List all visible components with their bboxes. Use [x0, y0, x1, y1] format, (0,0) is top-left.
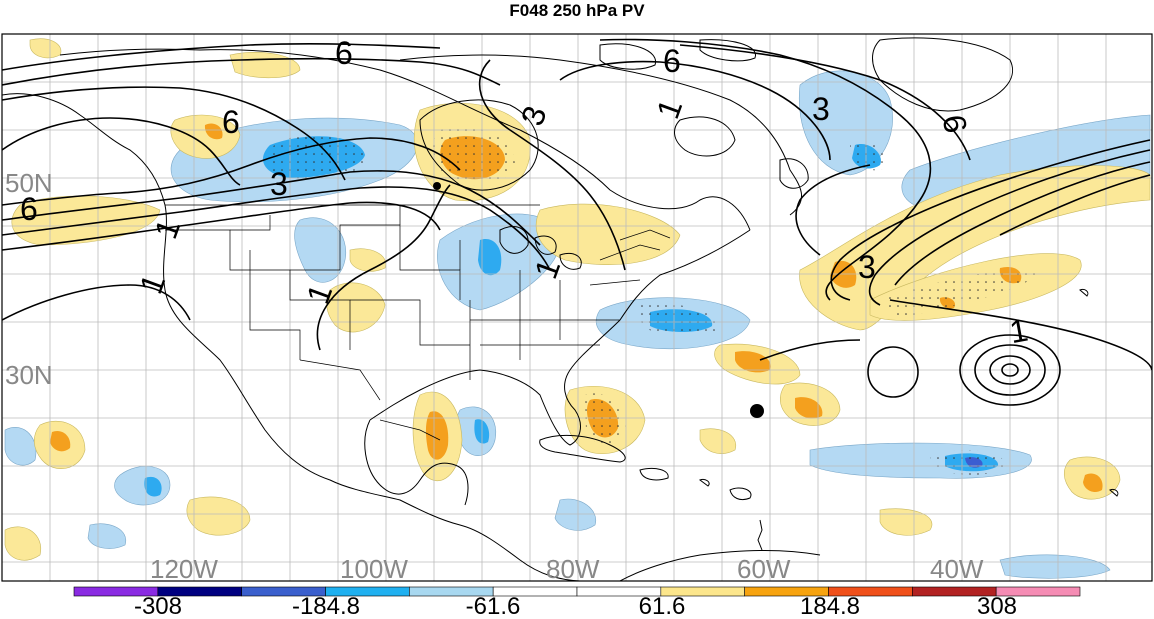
pv-contours [2, 38, 1152, 406]
contour-label: 6 [936, 112, 975, 136]
lon-label: 120W [150, 554, 218, 584]
colorbar-label: -61.6 [466, 593, 521, 619]
contour-label: 6 [663, 43, 681, 79]
colorbar-label: 61.6 [639, 593, 686, 619]
lon-label: 40W [930, 554, 984, 584]
contour-label: 6 [20, 191, 38, 227]
latitude-labels: 50N 30N [5, 168, 53, 390]
map-frame [1, 33, 1153, 582]
colorbar-labels: -308 -184.8 -61.6 61.6 184.8 308 [134, 593, 1017, 619]
coastlines [2, 37, 1119, 581]
contour-label-group: 6 6 6 6 6 3 3 3 3 1 1 1 1 1 1 [20, 35, 1031, 350]
lat-lon-grid [2, 34, 1152, 581]
political-borders [165, 204, 671, 441]
stipple-regions [267, 126, 1040, 475]
colorbar-label: -184.8 [292, 593, 360, 619]
contour-label: 3 [858, 249, 876, 285]
storm-center-marker [750, 404, 764, 418]
contour-label: 3 [812, 91, 830, 127]
lon-label: 60W [737, 554, 791, 584]
colorbar-label: 184.8 [800, 593, 860, 619]
colorbar [73, 586, 1081, 597]
plot-title: F048 250 hPa PV [509, 1, 645, 20]
contour-label: 6 [222, 104, 240, 140]
colorbar-label: 308 [977, 593, 1017, 619]
contour-node-marker [433, 182, 441, 190]
longitude-labels: 120W 100W 80W 60W 40W [150, 554, 984, 584]
colorbar-label: -308 [134, 593, 182, 619]
lon-label: 100W [340, 554, 408, 584]
lat-label: 30N [5, 360, 53, 390]
colorbar-swatch [995, 586, 1081, 597]
lat-label: 50N [5, 168, 53, 198]
lon-label: 80W [546, 554, 600, 584]
contour-label: 1 [1007, 312, 1031, 351]
contour-label: 3 [270, 166, 288, 202]
contour-label: 6 [335, 35, 353, 71]
